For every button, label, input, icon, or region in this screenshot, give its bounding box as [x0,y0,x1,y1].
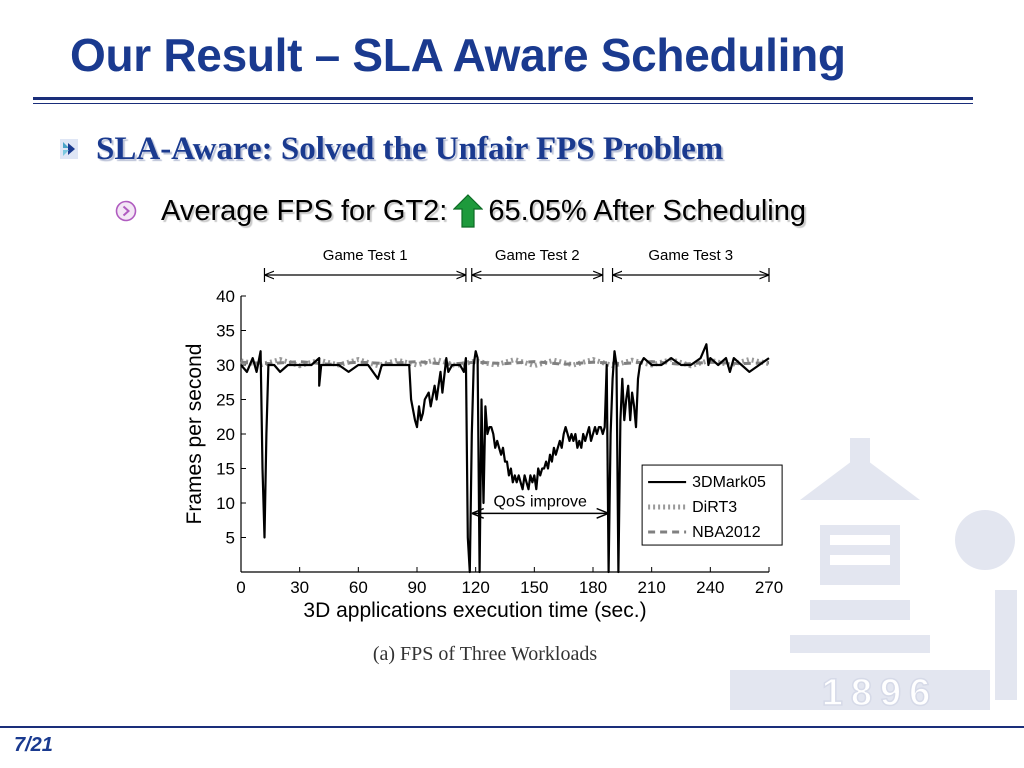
bullet-level-2-prefix: Average FPS for GT2: [161,194,448,227]
x-tick-label: 90 [408,578,427,597]
x-tick-label: 240 [696,578,724,597]
bullet-level-1: SLA-Aware: Solved the Unfair FPS Problem [60,131,723,167]
x-tick-label: 270 [755,578,783,597]
series-line-dirt3 [240,357,770,369]
page-number: 7/21 [14,734,53,756]
y-tick-label: 40 [216,287,235,306]
bullet-level-2: Average FPS for GT2: 65.05% After Schedu… [115,193,806,229]
x-tick-label: 210 [637,578,665,597]
annotation-label: QoS improve [494,493,587,510]
y-tick-label: 30 [216,356,235,375]
slide-title: Our Result – SLA Aware Scheduling [70,29,846,81]
legend-label: DiRT3 [692,499,737,516]
bullet-level-2-suffix: 65.05% After Scheduling [488,194,806,227]
chart-legend: 3DMark05 DiRT3 NBA2012 [641,464,783,546]
fps-chart: 0 30 60 90 120 150 180 210 240 270 5 10 15 20 25 30 35 40… [183,247,783,665]
x-tick-label: 150 [520,578,548,597]
footer-rule [0,726,1024,728]
y-tick-label: 10 [216,494,235,513]
title-rule-thin [33,103,973,104]
segment-label: Game Test 1 [323,247,408,264]
y-tick-label: 15 [216,460,235,479]
x-tick-label: 120 [461,578,489,597]
y-tick-label: 5 [226,529,235,548]
segment-label: Game Test 2 [495,247,580,264]
legend-label: NBA2012 [692,524,761,541]
y-tick-label: 20 [216,425,235,444]
x-tick-label: 180 [579,578,607,597]
chart-caption: (a) FPS of Three Workloads [373,643,598,665]
circled-chevron-icon [115,200,137,222]
x-tick-label: 30 [290,578,309,597]
university-emblem-icon: 1896 [730,438,1017,715]
legend-label: 3DMark05 [692,474,766,491]
bullet-level-1-text: SLA-Aware: Solved the Unfair FPS Problem [96,130,724,167]
chevron-bullet-icon [60,139,78,159]
x-tick-label: 0 [236,578,245,597]
title-rule-thick [33,97,973,100]
watermark-year: 1896 [822,672,939,714]
y-tick-label: 25 [216,391,235,410]
segment-label: Game Test 3 [648,247,733,264]
y-axis-label: Frames per second [183,344,206,525]
series-line-3dmark05 [240,343,770,574]
x-tick-label: 60 [349,578,368,597]
x-axis-label: 3D applications execution time (sec.) [303,599,646,622]
y-tick-label: 35 [216,322,235,341]
up-arrow-icon [453,194,484,228]
